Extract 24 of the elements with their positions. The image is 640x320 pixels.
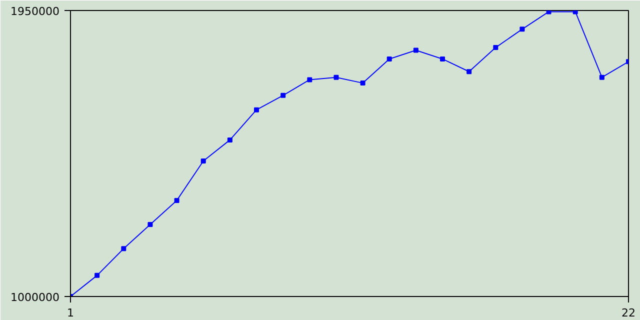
point [254, 107, 259, 112]
point [386, 56, 392, 62]
point [280, 92, 286, 98]
point [121, 246, 126, 252]
point [493, 45, 498, 50]
point [227, 137, 232, 142]
point [174, 198, 180, 203]
point [94, 272, 100, 278]
point [599, 74, 604, 80]
point [307, 77, 312, 82]
y-tick-label: 1950000 [10, 5, 60, 18]
point [440, 56, 445, 62]
point [546, 10, 552, 14]
point [466, 69, 472, 74]
x-tick-label: 1 [67, 306, 74, 320]
point [360, 80, 366, 86]
y-tick-label: 1000000 [10, 291, 60, 304]
point [572, 10, 578, 14]
point [200, 158, 206, 164]
x-tick-label: 22 [622, 306, 636, 320]
point [334, 74, 339, 80]
point [148, 222, 153, 228]
point [520, 26, 525, 32]
point [413, 48, 418, 53]
